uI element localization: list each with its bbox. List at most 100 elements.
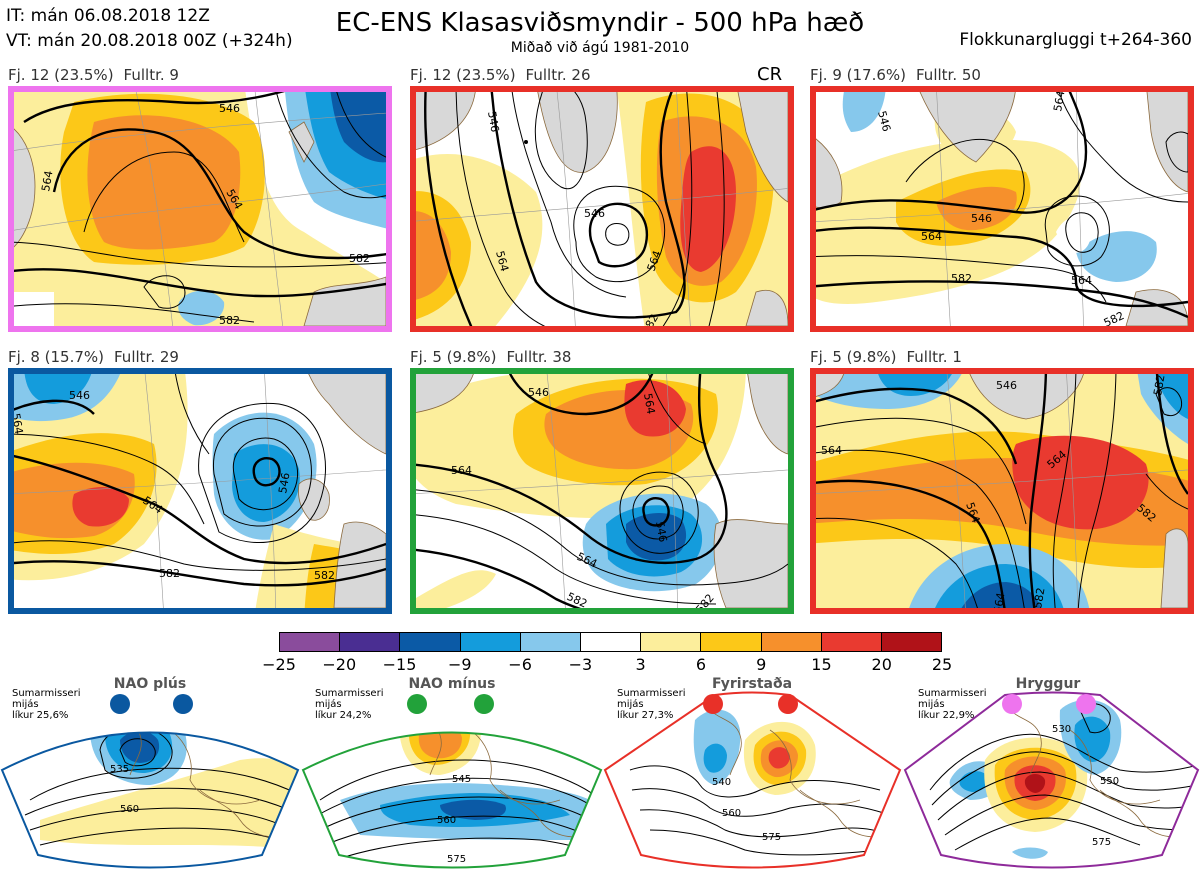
height-contours [816,374,1188,608]
contour-label: 546 [219,102,240,115]
regime-2-contour-label: 575 [447,854,466,865]
anomaly-shading [416,374,746,608]
regime-2-map [303,732,601,868]
anomaly-shading [816,92,1157,304]
panel-6-fj: Fj. 5 (9.8%) [810,348,897,366]
landmass [816,92,1188,326]
cluster-panel-1: 564 546 564 582 582 [8,86,392,332]
cluster-panel-2: 546 564 546 564 582 [410,86,794,332]
panel-5-fulltr: Fulltr. 38 [506,348,572,366]
contour-label: 564 [641,392,657,415]
panel-4-fj: Fj. 8 (15.7%) [8,348,104,366]
colorbar-swatch [641,633,702,651]
regime-1-frame [0,731,300,869]
colorbar-swatch [881,633,942,651]
contour-label: 582 [219,314,240,326]
regime-maps: 535 560 545 560 575 [0,691,1200,869]
panel-3-fulltr: Fulltr. 50 [916,66,981,84]
anomaly-colorbar [279,632,942,652]
colorbar-swatch [280,633,341,651]
colorbar-swatch [761,633,822,651]
landmass [298,374,386,608]
panel-6-fulltr: Fulltr. 1 [906,348,962,366]
colorbar-swatch [340,633,401,651]
contour-label: 546 [69,389,90,402]
panel-2-fulltr: Fulltr. 26 [525,66,591,84]
regime-1-avg: mijás [12,699,39,710]
anomaly-shading [14,92,386,326]
regime-3-marker [703,694,723,714]
grid-lines [416,92,788,326]
panel-1-fj: Fj. 12 (23.5%) [8,66,114,84]
contour-label: 564 [1051,92,1067,113]
colorbar-tick-label: −15 [382,655,417,674]
regime-4-frame [903,691,1200,869]
grid-lines [816,92,1188,326]
panel-5-fj: Fj. 5 (9.8%) [410,348,497,366]
panel-1-label: Fj. 12 (23.5%) Fulltr. 9 [8,66,189,84]
contour-label: 582 [951,272,972,285]
regime-4-avg: mijás [918,699,945,710]
contour-label: 564 [821,444,842,457]
contour-label: 546 [584,207,605,220]
regime-4-note: Sumarmisseri mijás líkur 22,9% [918,688,986,721]
regime-3-contour-label: 560 [722,808,741,819]
colorbar-tick-label: −3 [568,655,593,674]
colorbar-swatch [520,633,581,651]
contour-labels: 564 546 564 582 582 [39,102,370,326]
panel-1-fulltr: Fulltr. 9 [123,66,179,84]
regime-4-season: Sumarmisseri [918,688,987,699]
contour-label: 546 [276,472,292,495]
colorbar-tick-label: 6 [695,655,706,674]
cluster-panel-3: 546 564 546 564 582 564 582 [810,86,1194,332]
init-time: IT: mán 06.08.2018 12Z [6,6,210,26]
regime-4-marker [1076,694,1096,714]
regime-4-contour-label: 530 [1052,724,1071,735]
colorbar-swatch [821,633,882,651]
cluster-window: Flokkunargluggi t+264-360 [959,30,1192,50]
panel-2-label: Fj. 12 (23.5%) Fulltr. 26 [410,66,601,84]
regime-4-title: Hryggur [1015,676,1081,692]
colorbar-swatch [400,633,461,651]
regime-3-frame [603,691,902,869]
regime-2-avg: mijás [315,699,342,710]
regime-4-contour-label: 575 [1092,837,1111,848]
contour-label: 582 [693,591,716,608]
colorbar-tick-label: −9 [448,655,472,674]
contour-label: 582 [314,569,335,582]
contour-label: 582 [159,567,180,580]
regime-3-note: Sumarmisseri mijás líkur 27,3% [617,688,685,721]
contour-label: 582 [349,252,370,265]
grid-lines [14,92,386,326]
colorbar-swatch [701,633,762,651]
panel-3-label: Fj. 9 (17.6%) Fulltr. 50 [810,66,991,84]
colorbar-tick-label: 3 [635,655,646,674]
regime-1-season: Sumarmisseri [12,688,81,699]
valid-time: VT: mán 20.08.2018 00Z (+324h) [6,31,293,51]
panel-2-fj: Fj. 12 (23.5%) [410,66,516,84]
regime-3-contour-label: 540 [712,777,731,788]
regime-3-avg: mijás [617,699,644,710]
grid-lines [416,374,788,608]
height-contours [416,374,788,608]
height-contours [14,92,386,323]
regime-2-title: NAO mínus [408,676,496,692]
colorbar-tick-label: −25 [262,655,296,674]
header-dates: IT: mán 06.08.2018 12Z VT: mán 20.08.201… [6,4,293,54]
regime-3-title: Fyrirstaða [711,676,793,692]
panel-6-label: Fj. 5 (9.8%) Fulltr. 1 [810,348,972,366]
regime-2-note: Sumarmisseri mijás líkur 24,2% [315,688,383,721]
regime-3-marker [778,694,798,714]
regime-4-marker [1002,694,1022,714]
cluster-panel-4: 546 564 546 564 582 582 [8,368,392,614]
contour-label: 564 [991,592,1007,608]
contour-label: 582 [1031,587,1047,608]
regime-4-prob: líkur 22,9% [918,710,975,721]
landmass [816,374,1188,608]
contour-label: 546 [653,520,669,543]
regime-2-contour-label: 545 [452,774,471,785]
colorbar-tick-label: −6 [508,655,532,674]
regime-2-contour-label: 560 [437,815,456,826]
page-subtitle: Miðað við ágú 1981-2010 [510,40,690,56]
contour-label: 546 [875,109,893,133]
